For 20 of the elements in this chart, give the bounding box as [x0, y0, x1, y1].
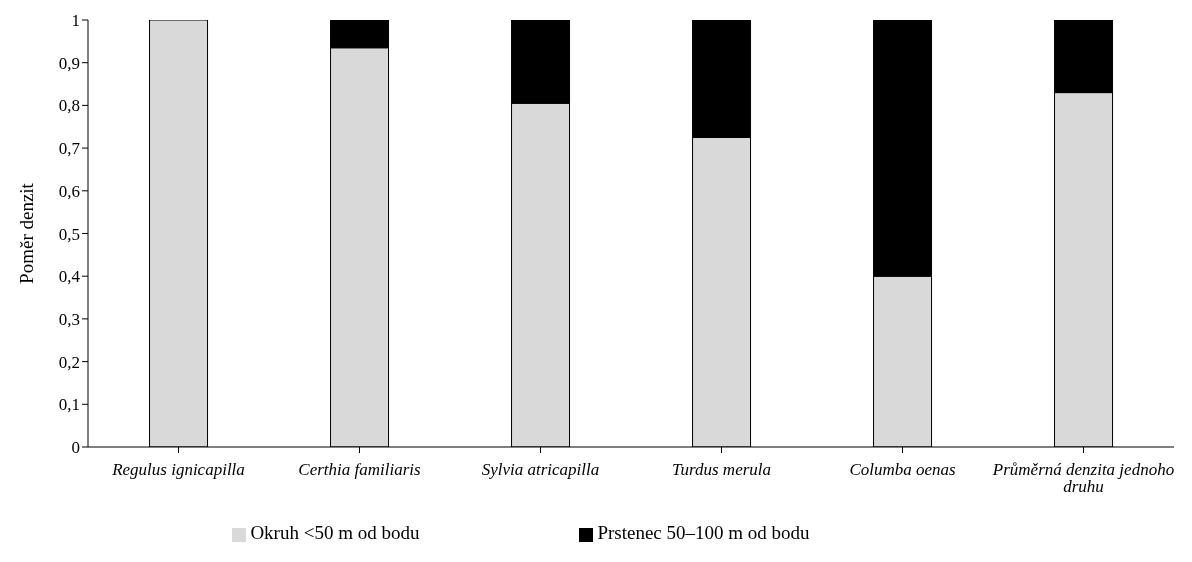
- y-tick-label: 0,1: [58, 395, 80, 415]
- legend-label: Okruh <50 m od bodu: [250, 522, 420, 543]
- y-tick-label: 0,2: [58, 352, 80, 372]
- y-tick-label: 0,4: [58, 267, 81, 287]
- y-tick-label: 0: [71, 438, 80, 458]
- y-tick-label: 0,6: [58, 181, 80, 201]
- x-tick-label: Regulus ignicapilla: [111, 460, 245, 480]
- x-tick-label: Columba oenas: [849, 460, 957, 480]
- x-tick-label: Průměrná denzita jednoho druhu: [991, 460, 1175, 497]
- x-tick-label: Turdus merula: [671, 460, 772, 480]
- legend-label: Prstenec 50–100 m od bodu: [597, 522, 810, 543]
- y-tick-label: 1: [71, 11, 80, 31]
- y-tick-label: 0,5: [58, 224, 80, 244]
- y-axis-title: Poměr denzit: [15, 182, 37, 284]
- y-tick-label: 0,3: [58, 309, 80, 329]
- y-tick-label: 0,9: [58, 53, 80, 73]
- x-tick-label: Certhia familiaris: [298, 460, 422, 480]
- x-tick-label: Sylvia atricapilla: [481, 460, 600, 480]
- y-tick-label: 0,8: [58, 96, 80, 116]
- y-tick-label: 0,7: [58, 139, 81, 159]
